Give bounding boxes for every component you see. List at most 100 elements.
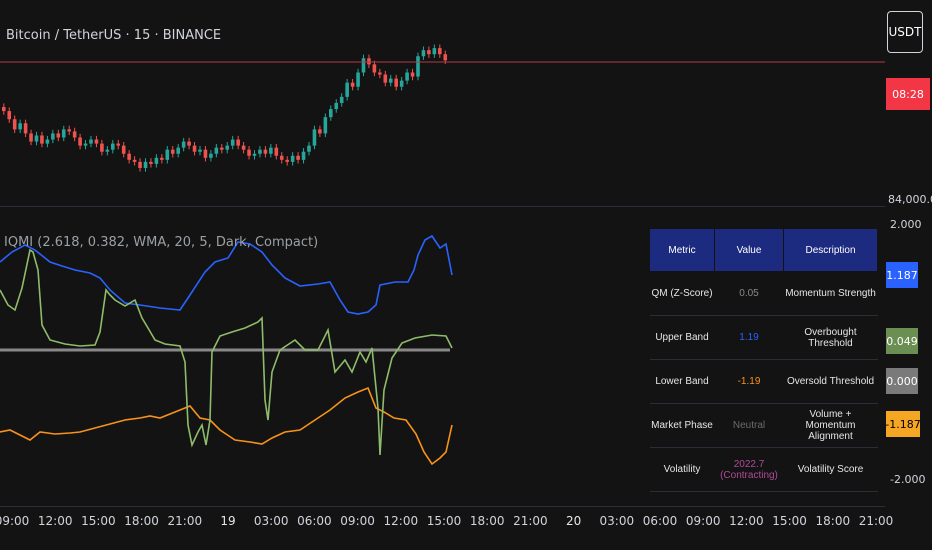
candle — [7, 111, 12, 120]
countdown-timer: 08:28 — [892, 87, 924, 101]
candle — [67, 129, 71, 132]
candle — [236, 139, 240, 146]
candle — [334, 102, 339, 110]
candle — [405, 72, 409, 81]
candle — [252, 153, 257, 156]
time-axis-label: 21:00 — [858, 514, 894, 528]
candle — [329, 109, 333, 118]
time-axis-label: 06:00 — [297, 514, 332, 528]
time-axis-label: 12:00 — [729, 514, 764, 528]
candle — [225, 145, 230, 150]
time-axis-label: 15:00 — [81, 514, 116, 528]
candle — [111, 143, 115, 150]
time-axis-label: 12:00 — [37, 514, 73, 528]
candle — [23, 123, 28, 134]
candle — [165, 149, 170, 160]
symbol-title[interactable]: Bitcoin / TetherUS · 15 · BINANCE — [6, 28, 222, 43]
description-cell: Momentum Strength — [783, 271, 878, 316]
candle — [345, 82, 349, 97]
candle — [230, 139, 235, 146]
price-candles — [2, 44, 448, 172]
indicator-legend[interactable]: IQMI (2.618, 0.382, WMA, 20, 5, Dark, Co… — [4, 235, 319, 250]
time-axis-label: 03:00 — [253, 514, 289, 528]
lower-band-badge: -1.187 — [885, 411, 921, 437]
price-level-label: 84,000.00 — [888, 193, 932, 206]
metric-cell: Upper Band — [649, 315, 715, 360]
candle — [443, 54, 448, 61]
candle — [105, 149, 110, 152]
candle — [279, 155, 284, 160]
candle — [339, 96, 344, 103]
description-cell: Oversold Threshold — [783, 359, 878, 404]
metrics-table: Metric Value Description QM (Z-Score) 0.… — [649, 228, 878, 492]
metric-cell: Lower Band — [649, 359, 715, 404]
candle — [432, 48, 437, 55]
candle — [29, 133, 33, 142]
candle — [241, 145, 246, 150]
candle — [214, 147, 219, 154]
candle — [438, 48, 442, 55]
candle — [301, 151, 306, 160]
candle — [372, 64, 377, 73]
zero-badge: 0.000 — [886, 368, 918, 394]
candle — [12, 119, 17, 130]
value-cell: 2022.7 (Contracting) — [714, 447, 784, 492]
candle — [323, 117, 328, 134]
candle — [198, 149, 202, 152]
candle — [187, 141, 191, 146]
candle — [296, 155, 300, 160]
time-axis-label: 09:00 — [685, 514, 721, 528]
candle — [100, 143, 104, 152]
time-axis-label: 21:00 — [513, 514, 548, 528]
candle — [285, 159, 289, 162]
candle — [78, 137, 82, 146]
description-cell: Volatility Score — [783, 447, 878, 492]
countdown-price-tag: 08:28 — [886, 78, 930, 110]
candle — [383, 74, 388, 83]
table-row: QM (Z-Score) 0.05 Momentum Strength — [649, 271, 878, 316]
candle — [263, 149, 268, 154]
candle — [127, 153, 131, 160]
candle — [40, 135, 44, 144]
candle — [89, 139, 93, 144]
indicator-scale-top: 2.000 — [890, 218, 922, 231]
candle — [56, 133, 61, 138]
table-row: Market Phase Neutral Volume + Momentum A… — [649, 403, 878, 448]
candle — [203, 149, 208, 158]
metric-cell: Market Phase — [649, 403, 715, 448]
value-cell: Neutral — [714, 403, 784, 448]
candle — [378, 72, 382, 75]
candle — [350, 82, 355, 87]
lower-band-line — [0, 386, 453, 466]
candle — [143, 161, 148, 168]
candle — [356, 72, 360, 87]
time-axis-label: 19 — [220, 514, 236, 528]
candle — [394, 78, 398, 87]
header-description: Description — [783, 228, 878, 272]
metric-cell: Volatility — [649, 447, 715, 492]
time-axis-label: 06:00 — [642, 514, 678, 528]
candle — [410, 72, 415, 77]
candle — [34, 135, 39, 142]
upper-band-line — [0, 234, 453, 315]
candle — [312, 129, 317, 146]
time-axis-label: 09:00 — [340, 514, 375, 528]
candle — [2, 107, 6, 112]
time-axis[interactable]: 09:00 12:00 15:00 18:00 21:00 19 03:00 06:00 09:… — [0, 506, 893, 540]
candle — [367, 58, 371, 65]
time-axis-label: 03:00 — [599, 514, 635, 528]
candle — [72, 131, 77, 138]
candle — [94, 139, 99, 144]
value-cell: 0.05 — [714, 271, 784, 316]
candle — [427, 50, 431, 55]
qm-zscore-line — [0, 248, 453, 456]
candle — [290, 155, 295, 162]
upper-band-badge: 1.187 — [886, 262, 918, 288]
value-cell: -1.19 — [714, 359, 784, 404]
time-axis-label: 12:00 — [383, 514, 419, 528]
description-cell: Volume + Momentum Alignment — [783, 403, 878, 448]
candle — [274, 147, 279, 156]
currency-button[interactable]: USDT — [887, 11, 923, 53]
time-axis-label: 20 — [565, 514, 582, 528]
